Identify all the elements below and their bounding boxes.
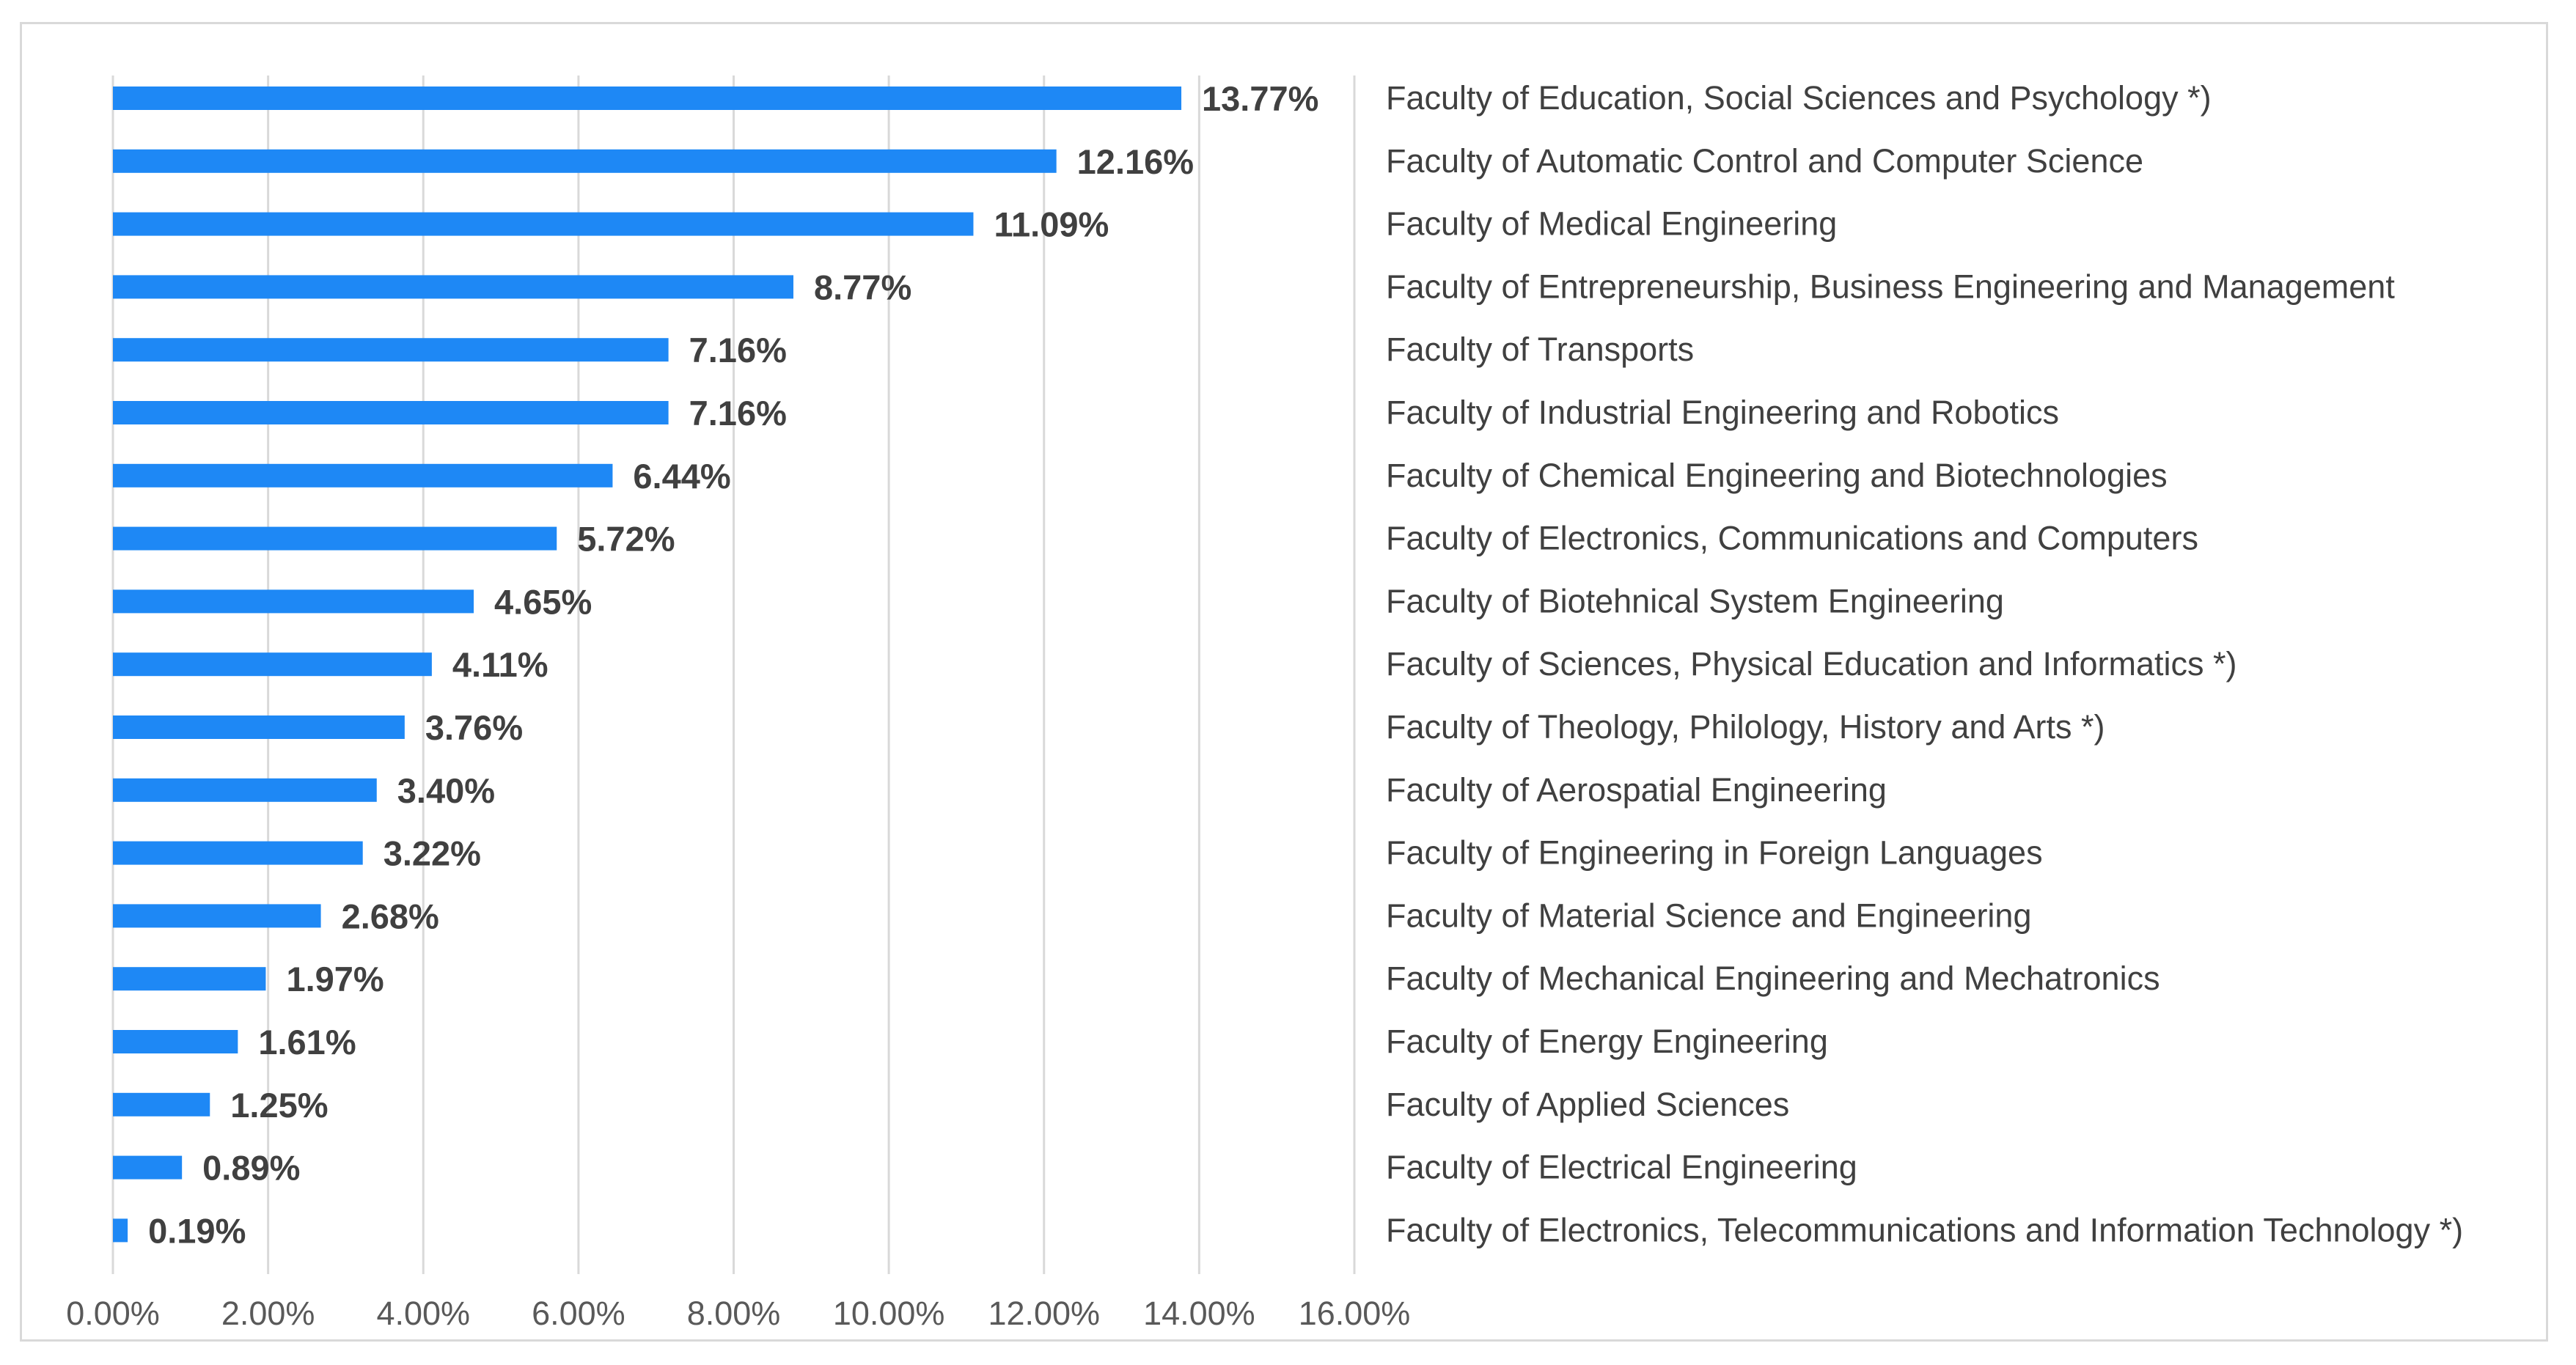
x-tick-label: 14.00% xyxy=(1143,1295,1255,1332)
bar xyxy=(113,338,669,362)
x-axis-tick-labels: 0.00% 2.00% 4.00% 6.00% 8.00% 10.00% 12.00% 14.… xyxy=(66,1295,1410,1332)
x-tick-label: 16.00% xyxy=(1299,1295,1411,1332)
bar xyxy=(113,1218,128,1243)
category-label: Faculty of Automatic Control and Compute… xyxy=(1386,142,2143,180)
data-label: 11.09% xyxy=(994,205,1109,244)
bar xyxy=(113,87,1182,110)
category-label: Faculty of Aerospatial Engineering xyxy=(1386,771,1887,809)
bar xyxy=(113,401,669,424)
data-label: 7.16% xyxy=(689,394,787,433)
category-label: Faculty of Electronics, Telecommunicatio… xyxy=(1386,1211,2463,1248)
value-labels: 13.77%12.16% 11.09% 8.77% 7.16% 7.16% 6.44% 5.… xyxy=(148,79,1318,1250)
category-label: Faculty of Theology, Philology, History … xyxy=(1386,708,2105,746)
category-label: Faculty of Engineering in Foreign Langua… xyxy=(1386,834,2043,872)
x-tick-label: 12.00% xyxy=(988,1295,1100,1332)
bar xyxy=(113,149,1057,173)
data-label: 4.65% xyxy=(494,582,592,621)
x-tick-label: 8.00% xyxy=(687,1295,781,1332)
data-label: 5.72% xyxy=(577,520,675,559)
bar xyxy=(113,778,377,802)
x-tick-label: 6.00% xyxy=(532,1295,625,1332)
category-label: Faculty of Medical Engineering xyxy=(1386,205,1837,243)
bar xyxy=(113,841,363,865)
bar xyxy=(113,275,793,299)
category-label: Faculty of Applied Sciences xyxy=(1386,1086,1789,1123)
category-label: Faculty of Mechanical Engineering and Me… xyxy=(1386,960,2160,997)
data-label: 8.77% xyxy=(814,268,911,306)
x-tick-label: 0.00% xyxy=(66,1295,160,1332)
bar xyxy=(113,1030,238,1053)
category-label: Faculty of Material Science and Engineer… xyxy=(1386,897,2032,934)
category-label: Faculty of Sciences, Physical Education … xyxy=(1386,645,2237,682)
category-label: Faculty of Chemical Engineering and Biot… xyxy=(1386,457,2168,494)
bars xyxy=(113,87,1182,1243)
bar xyxy=(113,1092,210,1116)
x-tick-label: 4.00% xyxy=(376,1295,470,1332)
bar xyxy=(113,652,432,677)
bar xyxy=(113,589,474,614)
data-label: 3.22% xyxy=(384,834,481,873)
category-label: Faculty of Transports xyxy=(1386,331,1694,368)
data-label: 12.16% xyxy=(1077,142,1194,181)
category-labels: Faculty of Education, Social Sciences an… xyxy=(1386,79,2463,1248)
data-label: 1.61% xyxy=(258,1023,356,1062)
category-label: Faculty of Electronics, Communications a… xyxy=(1386,520,2198,557)
category-label: Faculty of Energy Engineering xyxy=(1386,1023,1828,1060)
data-label: 1.25% xyxy=(230,1086,328,1125)
bar xyxy=(113,1155,183,1180)
data-label: 2.68% xyxy=(342,897,439,935)
category-label: Faculty of Industrial Engineering and Ro… xyxy=(1386,394,2059,431)
bar xyxy=(113,904,321,928)
bar xyxy=(113,526,557,551)
data-label: 3.76% xyxy=(425,708,523,747)
data-label: 4.11% xyxy=(452,645,548,684)
category-label: Faculty of Electrical Engineering xyxy=(1386,1149,1857,1186)
x-tick-label: 10.00% xyxy=(833,1295,945,1332)
bar xyxy=(113,967,266,991)
data-label: 3.40% xyxy=(397,771,495,810)
data-label: 0.89% xyxy=(202,1149,300,1188)
bar xyxy=(113,463,613,488)
bar-chart: 13.77%12.16% 11.09% 8.77% 7.16% 7.16% 6.44% 5.… xyxy=(66,76,2463,1332)
data-label: 0.19% xyxy=(148,1211,246,1250)
category-label: Faculty of Biotehnical System Engineerin… xyxy=(1386,582,2004,619)
x-tick-label: 2.00% xyxy=(221,1295,315,1332)
bar xyxy=(113,715,405,739)
data-label: 13.77% xyxy=(1202,79,1318,118)
data-label: 7.16% xyxy=(689,331,787,369)
category-label: Faculty of Entrepreneurship, Business En… xyxy=(1386,268,2395,305)
chart-frame: 13.77% 12.16% 11.09% 8.77% 7.16% 7.16% 6.44% 5.… xyxy=(20,22,2548,1342)
bar xyxy=(113,212,974,236)
data-label: 6.44% xyxy=(633,457,730,496)
data-label: 1.97% xyxy=(286,960,384,998)
category-label: Faculty of Education, Social Sciences an… xyxy=(1386,79,2212,117)
